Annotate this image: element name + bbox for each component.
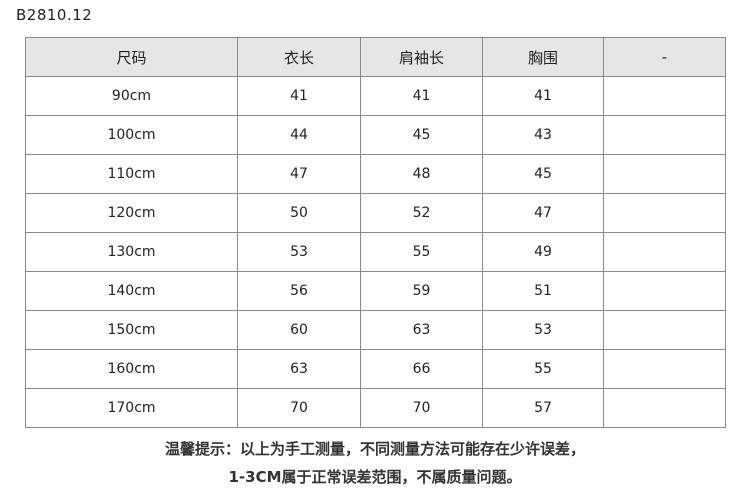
table-cell: 43 (482, 115, 604, 155)
table-cell: 45 (360, 115, 483, 155)
table-cell (603, 232, 726, 272)
table-cell: 55 (482, 349, 604, 389)
table-cell: 49 (482, 232, 604, 272)
table-row: 170cm 70 70 57 (25, 388, 726, 428)
table-cell: 56 (237, 271, 361, 311)
table-cell: 170cm (25, 388, 238, 428)
table-cell: 66 (360, 349, 483, 389)
table-cell (603, 388, 726, 428)
table-cell: 70 (237, 388, 361, 428)
table-cell: 53 (482, 310, 604, 350)
table-cell: 47 (482, 193, 604, 233)
table-cell: 44 (237, 115, 361, 155)
table-cell: 160cm (25, 349, 238, 389)
table-cell: 41 (360, 76, 483, 116)
table-cell: 55 (360, 232, 483, 272)
table-cell: 120cm (25, 193, 238, 233)
table-row: 160cm 63 66 55 (25, 349, 726, 389)
table-cell: 59 (360, 271, 483, 311)
table-cell: 60 (237, 310, 361, 350)
table-cell (603, 271, 726, 311)
table-row: 110cm 47 48 45 (25, 154, 726, 194)
table-row: 130cm 53 55 49 (25, 232, 726, 272)
table-cell: 70 (360, 388, 483, 428)
table-cell: 57 (482, 388, 604, 428)
column-header: 尺码 (25, 37, 238, 77)
table-row: 120cm 50 52 47 (25, 193, 726, 233)
table-cell: 52 (360, 193, 483, 233)
table-cell: 130cm (25, 232, 238, 272)
table-cell: 41 (482, 76, 604, 116)
table-cell (603, 154, 726, 194)
table-cell: 53 (237, 232, 361, 272)
table-cell: 41 (237, 76, 361, 116)
table-cell: 110cm (25, 154, 238, 194)
note-line-2: 1-3CM属于正常误差范围，不属质量问题。 (228, 468, 522, 486)
table-cell (603, 310, 726, 350)
table-row: 150cm 60 63 53 (25, 310, 726, 350)
note-line-1: 温馨提示：以上为手工测量，不同测量方法可能存在少许误差， (164, 440, 585, 458)
table-row: 100cm 44 45 43 (25, 115, 726, 155)
table-cell (603, 76, 726, 116)
column-header: - (603, 37, 726, 77)
header-row: 尺码 衣长 肩袖长 胸围 - (25, 37, 726, 77)
table-cell: 90cm (25, 76, 238, 116)
table-row: 140cm 56 59 51 (25, 271, 726, 311)
table-cell (603, 349, 726, 389)
table-cell: 150cm (25, 310, 238, 350)
table-cell: 100cm (25, 115, 238, 155)
product-code: B2810.12 (16, 6, 93, 24)
size-chart-table: 尺码 衣长 肩袖长 胸围 - 90cm 41 41 41 100cm 44 45 43 110cm 47 4… (25, 37, 726, 428)
table-cell: 45 (482, 154, 604, 194)
table-cell: 63 (360, 310, 483, 350)
table-cell (603, 115, 726, 155)
column-header: 肩袖长 (360, 37, 483, 77)
column-header: 胸围 (482, 37, 604, 77)
table-cell: 140cm (25, 271, 238, 311)
table-cell: 47 (237, 154, 361, 194)
table-cell (603, 193, 726, 233)
table-cell: 51 (482, 271, 604, 311)
table-cell: 48 (360, 154, 483, 194)
table-cell: 50 (237, 193, 361, 233)
table-cell: 63 (237, 349, 361, 389)
table-row: 90cm 41 41 41 (25, 76, 726, 116)
column-header: 衣长 (237, 37, 361, 77)
